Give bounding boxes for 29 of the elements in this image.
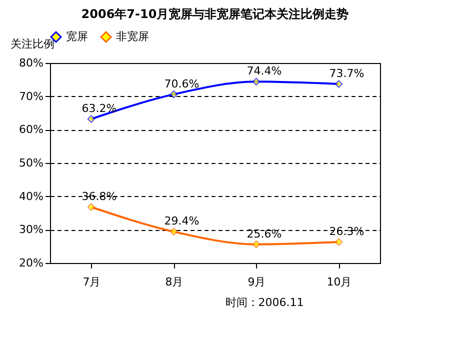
- point: [87, 115, 96, 123]
- y-tick-label: 40%: [19, 190, 44, 203]
- y-axis-title: 关注比例: [10, 38, 54, 50]
- point: [87, 203, 96, 211]
- point: [334, 238, 343, 246]
- y-tick-label: 70%: [19, 90, 44, 103]
- y-tick-label: 60%: [19, 123, 44, 136]
- data-label: 74.4%: [246, 64, 282, 78]
- point: [252, 78, 260, 86]
- data-label: 29.4%: [164, 214, 200, 228]
- text: 时间：2006.11: [225, 296, 304, 309]
- x-tick-label: 7月: [82, 276, 101, 288]
- data-label: 73.7%: [329, 67, 364, 80]
- point: [334, 80, 343, 88]
- data-label: 70.6%: [164, 77, 200, 90]
- y-tick-label: 80%: [19, 56, 44, 70]
- data-label: 63.2%: [82, 102, 117, 115]
- legend-label: 非宽屏: [116, 30, 149, 43]
- x-tick-label: 9月: [248, 276, 266, 288]
- x-tick-label: 10月: [326, 276, 352, 288]
- y-tick-label: 20%: [19, 256, 44, 270]
- point: [170, 228, 178, 236]
- point: [252, 240, 260, 248]
- y-tick-label: 50%: [19, 156, 44, 170]
- chart-title: 2006年7-10月宽屏与非宽屏笔记本关注比例走势: [81, 7, 349, 21]
- x-tick-label: 8月: [165, 276, 184, 288]
- point: [170, 90, 178, 98]
- y-tick-label: 30%: [19, 223, 44, 236]
- legend-label: 宽屏: [66, 30, 88, 43]
